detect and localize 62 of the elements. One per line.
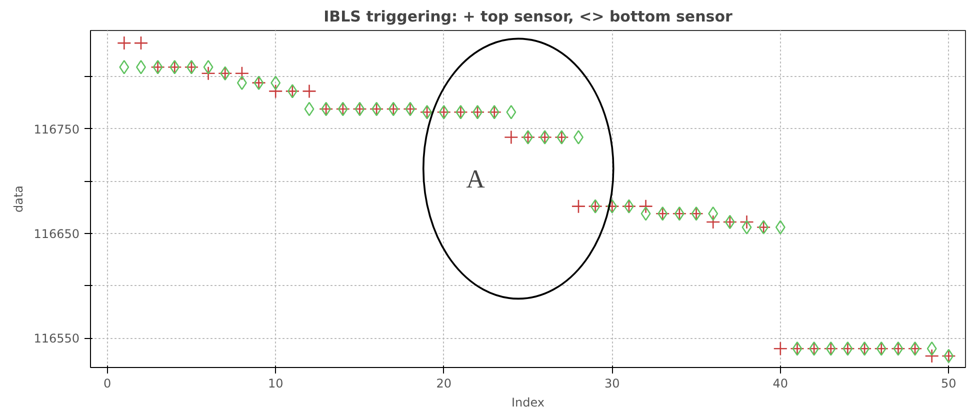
y-tick-label: 116650 bbox=[34, 227, 80, 242]
point bbox=[775, 220, 786, 234]
point bbox=[756, 220, 771, 234]
point bbox=[640, 206, 651, 221]
point bbox=[926, 342, 937, 356]
point bbox=[285, 84, 300, 98]
point bbox=[809, 342, 820, 356]
point bbox=[826, 342, 836, 356]
point bbox=[506, 104, 516, 120]
point bbox=[857, 342, 872, 356]
point bbox=[658, 206, 668, 221]
y-axis-title: data bbox=[12, 185, 26, 213]
point bbox=[607, 199, 618, 214]
point bbox=[758, 220, 769, 234]
x-tick-label: 0 bbox=[104, 376, 112, 390]
point bbox=[203, 60, 214, 74]
point bbox=[571, 199, 586, 214]
x-tick-label: 50 bbox=[941, 376, 956, 390]
annotation: A bbox=[466, 164, 486, 194]
point bbox=[270, 76, 281, 90]
point bbox=[874, 342, 889, 356]
point bbox=[806, 342, 822, 356]
point bbox=[234, 66, 250, 81]
point bbox=[236, 76, 247, 90]
point bbox=[860, 342, 870, 356]
x-tick-label: 30 bbox=[604, 376, 620, 390]
point bbox=[520, 130, 536, 144]
point bbox=[136, 60, 146, 74]
chart-title: IBLS triggering: + top sensor, <> bottom sensor bbox=[324, 8, 733, 26]
point bbox=[740, 214, 754, 230]
point bbox=[708, 206, 718, 221]
y-tick-label: 116550 bbox=[34, 332, 80, 346]
point bbox=[117, 36, 132, 50]
point bbox=[302, 84, 316, 98]
point bbox=[119, 60, 130, 74]
point bbox=[824, 342, 838, 356]
x-axis-title: Index bbox=[511, 396, 545, 410]
point bbox=[773, 342, 788, 356]
point bbox=[876, 342, 886, 356]
x-tick-label: 10 bbox=[268, 376, 284, 390]
point bbox=[638, 199, 653, 214]
point bbox=[504, 130, 518, 144]
point bbox=[304, 102, 314, 116]
point bbox=[134, 36, 148, 50]
point bbox=[604, 199, 620, 214]
point bbox=[201, 66, 216, 81]
point bbox=[624, 199, 634, 214]
point bbox=[655, 206, 670, 221]
point bbox=[268, 84, 283, 98]
point bbox=[742, 220, 752, 234]
point bbox=[287, 84, 298, 98]
point bbox=[622, 199, 636, 214]
x-tick-label: 20 bbox=[436, 376, 452, 390]
y-tick-label: 116750 bbox=[34, 122, 80, 136]
point bbox=[674, 206, 684, 221]
point bbox=[573, 130, 584, 144]
point bbox=[706, 214, 720, 230]
point bbox=[672, 206, 687, 221]
point bbox=[908, 342, 922, 356]
point bbox=[924, 348, 939, 364]
x-tick-label: 40 bbox=[772, 376, 788, 390]
point bbox=[910, 342, 920, 356]
